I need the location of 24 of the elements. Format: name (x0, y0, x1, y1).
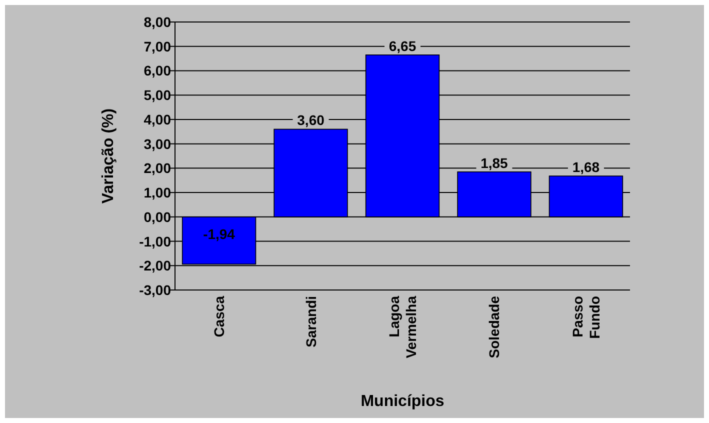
data-label: -1,94 (203, 226, 236, 242)
y-tick-label: 7,00 (144, 38, 172, 54)
x-tick-label: Sarandi (302, 296, 319, 348)
y-tick-label: 0,00 (144, 208, 172, 225)
y-tick-label: 6,00 (144, 62, 172, 79)
y-tick-label: -2,00 (139, 258, 172, 274)
x-tick-label: Casca (211, 296, 228, 338)
y-tick-label: -3,00 (139, 282, 172, 298)
y-tick-label: 8,00 (144, 14, 172, 30)
x-tick-label: Passo Fundo (569, 296, 602, 339)
y-tick-label: 3,00 (144, 136, 172, 152)
data-label: 3,60 (297, 112, 325, 128)
y-tick-label: 4,00 (144, 111, 172, 128)
x-tick-label: Soledade (486, 296, 502, 358)
y-tick-label: 5,00 (144, 87, 172, 104)
y-tick-label: -1,00 (139, 233, 172, 250)
y-axis-title: Variação (%) (100, 108, 117, 204)
data-label: 1,68 (572, 158, 600, 175)
y-tick-label: 2,00 (144, 160, 172, 176)
x-tick-label: Lagoa Vermelha (386, 296, 419, 358)
data-label: 1,85 (480, 154, 508, 171)
data-label: 6,65 (388, 38, 416, 54)
x-axis-title: Municípios (360, 393, 444, 410)
y-tick-label: 1,00 (144, 184, 172, 201)
